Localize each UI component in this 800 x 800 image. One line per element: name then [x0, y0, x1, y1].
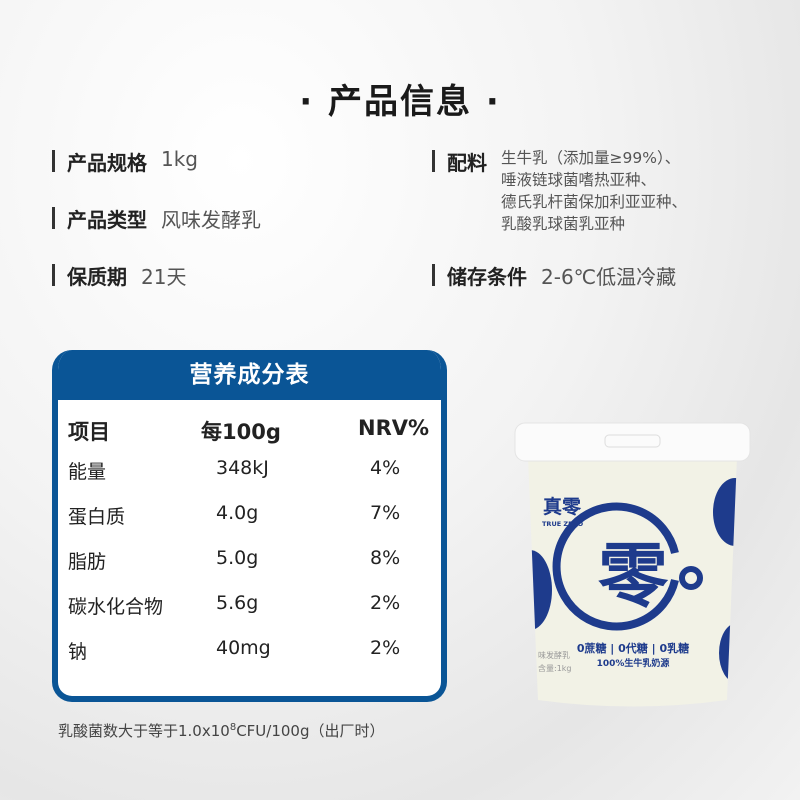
divider-bar — [432, 150, 435, 172]
row-nrv: 2% — [370, 592, 401, 614]
info-spec: 产品规格 1kg — [52, 147, 198, 176]
logo-char: 零 — [598, 535, 669, 617]
ingredient-line: 德氏乳杆菌保加利亚亚种、 — [501, 193, 688, 211]
footnote-text: CFU/100g（出厂时） — [236, 722, 385, 740]
divider-bar — [52, 207, 55, 229]
ingredient-line: 乳酸乳球菌乳亚种 — [501, 215, 626, 233]
nutrition-table: 营养成分表 项目 每100g NRV% 能量 348kJ 4% 蛋白质 4.0g 7% 脂肪… — [52, 350, 447, 702]
info-label: 产品规格 — [67, 151, 147, 175]
row-amount: 5.0g — [216, 547, 259, 569]
info-value: 风味发酵乳 — [161, 208, 261, 232]
ingredient-line: 唾液链球菌嗜热亚种、 — [501, 171, 657, 189]
header-nrv: NRV% — [358, 416, 430, 440]
header-item: 项目 — [68, 420, 110, 444]
section-title: · 产品信息 · — [299, 82, 501, 122]
row-amount: 348kJ — [216, 457, 269, 479]
yogurt-cup-image: 真零 TRUE ZERO 零 0蔗糖 | 0代糖 | 0乳糖 100%生牛乳奶源… — [514, 422, 751, 707]
cup-spot — [528, 550, 552, 630]
ingredients-list: 生牛乳（添加量≥99%）、 唾液链球菌嗜热亚种、 德氏乳杆菌保加利亚亚种、 乳酸… — [501, 147, 687, 235]
divider-bar — [52, 264, 55, 286]
footnote-text: 乳酸菌数大于等于1.0x10 — [58, 722, 230, 740]
claim2-text: 100%生牛乳奶源 — [597, 657, 670, 669]
row-nrv: 4% — [370, 457, 401, 479]
info-storage: 储存条件 2-6℃低温冷藏 — [432, 261, 676, 290]
divider-bar — [52, 150, 55, 172]
cup-spot — [713, 478, 737, 546]
footnote: 乳酸菌数大于等于1.0x108CFU/100g（出厂时） — [58, 720, 385, 741]
row-nrv: 2% — [370, 637, 401, 659]
info-ingredients: 配料 生牛乳（添加量≥99%）、 唾液链球菌嗜热亚种、 德氏乳杆菌保加利亚亚种、… — [432, 147, 687, 235]
claims-text: 0蔗糖 | 0代糖 | 0乳糖 — [577, 641, 689, 655]
logo-dot — [679, 566, 703, 590]
row-item: 碳水化合物 — [68, 596, 164, 618]
info-value: 2-6℃低温冷藏 — [541, 265, 677, 289]
row-item: 蛋白质 — [68, 506, 126, 528]
row-amount: 4.0g — [216, 502, 259, 524]
info-label: 保质期 — [67, 265, 127, 289]
footnote-sup: 8 — [229, 722, 237, 733]
info-label: 配料 — [447, 151, 487, 175]
row-item: 能量 — [68, 461, 107, 483]
row-nrv: 8% — [370, 547, 401, 569]
cup-spot — [719, 623, 737, 683]
divider-bar — [432, 264, 435, 286]
ingredient-line: 生牛乳（添加量≥99%）、 — [501, 149, 681, 167]
info-label: 储存条件 — [447, 265, 527, 289]
row-amount: 5.6g — [216, 592, 259, 614]
info-value: 1kg — [161, 147, 199, 171]
nutrition-table-title: 营养成分表 — [58, 350, 441, 400]
lid-tab — [604, 434, 661, 448]
row-nrv: 7% — [370, 502, 401, 524]
brand-logo-en: TRUE ZERO — [542, 520, 584, 528]
info-type: 产品类型 风味发酵乳 — [52, 204, 261, 233]
row-amount: 40mg — [216, 637, 271, 659]
info-shelf-life: 保质期 21天 — [52, 261, 186, 290]
cup-lid — [514, 422, 751, 462]
side-text: 含量:1kg — [538, 663, 572, 673]
header-per100g: 每100g — [201, 420, 281, 444]
brand-logo: 真零 — [543, 495, 582, 518]
logo-ring — [552, 502, 679, 631]
row-item: 脂肪 — [68, 551, 107, 573]
row-item: 钠 — [68, 641, 88, 663]
side-text: 味发酵乳 — [538, 650, 570, 660]
info-label: 产品类型 — [67, 208, 147, 232]
info-value: 21天 — [141, 265, 187, 289]
